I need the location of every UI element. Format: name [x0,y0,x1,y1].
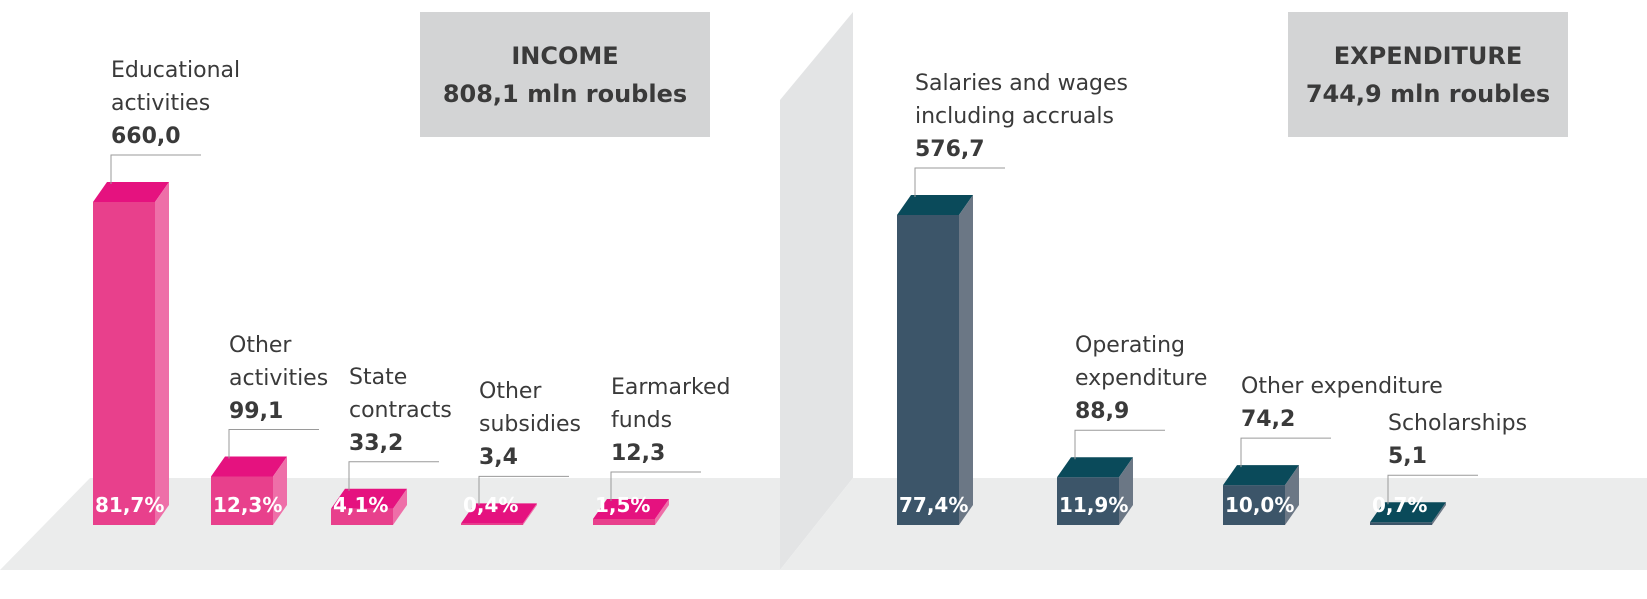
share-label: 10,0% [1225,493,1295,517]
leader-line [348,461,439,491]
chart-title: INCOME [511,41,619,70]
category-label: Other subsidies [479,379,582,438]
bar-top [1057,457,1133,478]
bar-top [461,503,537,524]
bar-front [897,215,959,525]
title-box: INCOME 808,1 mln roubles [420,12,710,137]
bar-top [593,498,669,519]
share-label: 1,5% [595,493,651,517]
value-label: 660,0 [111,124,181,149]
category-label: Earmarked funds [611,374,731,433]
title-box: EXPENDITURE 744,9 mln roubles [1288,12,1568,137]
bar-front [1223,485,1285,525]
bar-side [1119,457,1133,525]
value-label: 99,1 [229,398,284,424]
bar-side [523,503,537,525]
leader-line [1387,474,1478,505]
value-label: 576,7 [915,137,985,162]
bar-side [655,498,669,525]
leader-line [228,429,319,459]
share-label: 81,7% [95,493,165,517]
bar-side [155,182,169,525]
share-label: 0,4% [463,493,519,517]
category-label: Other expenditure [1241,374,1443,400]
bar-top [331,488,407,509]
bar-side [959,195,973,525]
wall [780,12,853,570]
bar-side [1432,502,1446,525]
category-label: State contracts [349,364,452,423]
chart-title: EXPENDITURE [1333,41,1523,70]
floor-right [780,478,1647,570]
value-label: 5,1 [1388,444,1427,470]
bar-top [1370,502,1446,523]
share-label: 12,3% [213,493,283,517]
category-label: Operating expenditure [1075,333,1208,392]
value-label: 12,3 [611,440,666,466]
leader-line [610,471,701,501]
leader-line [1074,429,1165,460]
category-label: Salaries and wages including accruals [915,71,1129,129]
share-label: 77,4% [899,493,969,517]
leader-line [1240,437,1331,468]
value-label: 74,2 [1241,407,1296,433]
share-label: 4,1% [333,493,389,517]
value-label: 3,4 [479,445,518,471]
bar-side [393,488,407,525]
bar-top [1223,465,1299,486]
bar-front [1370,522,1432,525]
bar-front [331,508,393,525]
value-label: 33,2 [349,430,404,456]
bar-side [273,456,287,525]
chart-subtitle: 744,9 mln roubles [1305,79,1551,108]
category-label: Educational activities [111,58,241,116]
bar-top [211,456,287,477]
bar-top [897,195,973,215]
share-label: 0,7% [1372,493,1428,517]
share-label: 11,9% [1059,493,1129,517]
leader-line [914,167,1005,197]
leader-line [478,475,569,506]
leader-line [110,154,201,184]
bar-front [211,476,273,525]
chart-subtitle: 808,1 mln roubles [442,79,688,108]
value-label: 88,9 [1075,399,1130,425]
bar-side [1285,465,1299,525]
bar-front [93,202,155,525]
bar-top [93,182,169,202]
bar-front [593,518,655,525]
bar-front [461,523,523,525]
bar-front [1057,477,1119,525]
category-label: Scholarships [1388,411,1528,437]
category-label: Other activities [229,332,329,391]
